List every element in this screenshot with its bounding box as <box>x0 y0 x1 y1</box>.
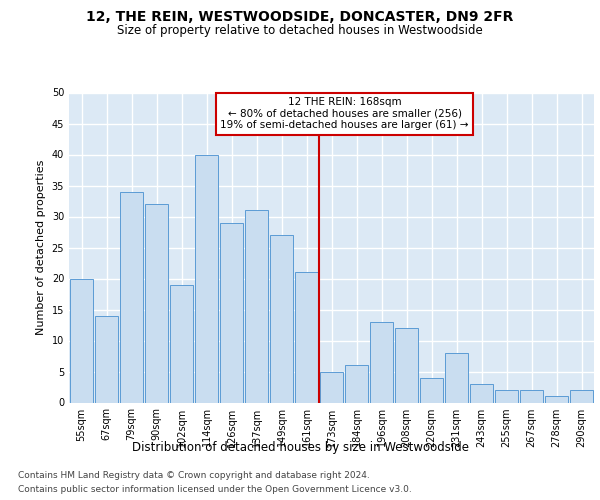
Bar <box>395 328 418 402</box>
Bar <box>245 210 268 402</box>
Bar <box>194 154 218 402</box>
Text: 12 THE REIN: 168sqm
← 80% of detached houses are smaller (256)
19% of semi-detac: 12 THE REIN: 168sqm ← 80% of detached ho… <box>220 97 469 130</box>
Bar <box>269 235 293 402</box>
Text: 12, THE REIN, WESTWOODSIDE, DONCASTER, DN9 2FR: 12, THE REIN, WESTWOODSIDE, DONCASTER, D… <box>86 10 514 24</box>
Bar <box>119 192 143 402</box>
Bar <box>344 366 368 403</box>
Text: Distribution of detached houses by size in Westwoodside: Distribution of detached houses by size … <box>131 441 469 454</box>
Bar <box>220 222 244 402</box>
Bar <box>419 378 443 402</box>
Bar <box>295 272 319 402</box>
Bar <box>494 390 518 402</box>
Bar <box>170 284 193 403</box>
Bar <box>95 316 118 402</box>
Y-axis label: Number of detached properties: Number of detached properties <box>36 160 46 335</box>
Text: Size of property relative to detached houses in Westwoodside: Size of property relative to detached ho… <box>117 24 483 37</box>
Bar <box>70 278 94 402</box>
Bar <box>520 390 544 402</box>
Bar <box>470 384 493 402</box>
Bar <box>569 390 593 402</box>
Text: Contains HM Land Registry data © Crown copyright and database right 2024.: Contains HM Land Registry data © Crown c… <box>18 471 370 480</box>
Bar <box>320 372 343 402</box>
Bar <box>370 322 394 402</box>
Bar <box>145 204 169 402</box>
Bar <box>445 353 469 403</box>
Text: Contains public sector information licensed under the Open Government Licence v3: Contains public sector information licen… <box>18 485 412 494</box>
Bar <box>545 396 568 402</box>
